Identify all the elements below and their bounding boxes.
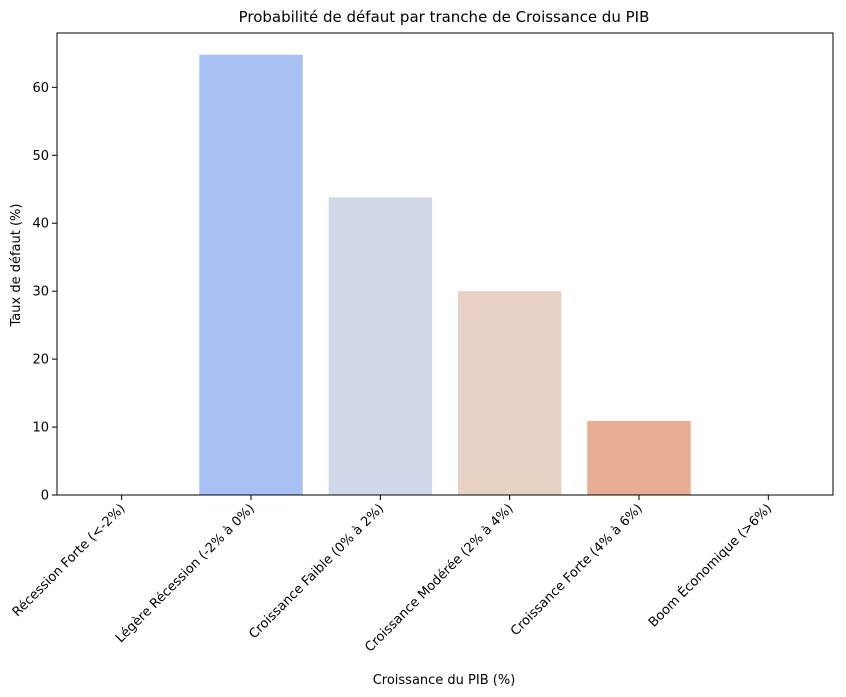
x-axis-label: Croissance du PIB (%) xyxy=(373,673,516,688)
x-tick-label: Boom Économique (>6%) xyxy=(645,501,775,631)
bars-group xyxy=(199,54,691,495)
x-tick-label: Croissance Forte (4% à 6%) xyxy=(508,501,646,639)
x-tick-label: Légère Récession (-2% à 0%) xyxy=(113,501,258,646)
plot-frame xyxy=(56,32,834,496)
y-tick-label: 0 xyxy=(41,489,49,504)
x-axis: Récession Forte (<-2%)Légère Récession (… xyxy=(10,495,775,655)
x-tick-label: Croissance Modérée (2% à 4%) xyxy=(362,501,516,655)
bar-1 xyxy=(199,54,303,495)
y-tick-label: 30 xyxy=(32,285,49,300)
y-tick-label: 40 xyxy=(32,217,49,232)
y-tick-label: 50 xyxy=(32,149,49,164)
bar-2 xyxy=(328,197,433,495)
y-tick-label: 20 xyxy=(32,353,49,368)
bar-3 xyxy=(457,291,562,495)
y-tick-label: 10 xyxy=(32,421,49,436)
x-tick-label: Récession Forte (<-2%) xyxy=(10,501,129,620)
y-axis: 0 10 20 30 40 50 60 xyxy=(32,81,57,504)
y-axis-label: Taux de défaut (%) xyxy=(9,204,24,328)
chart-title: Probabilité de défaut par tranche de Cro… xyxy=(239,8,650,26)
x-tick-label: Croissance Faible (0% à 2%) xyxy=(246,501,387,642)
bar-4 xyxy=(587,420,691,495)
y-tick-label: 60 xyxy=(32,81,49,96)
